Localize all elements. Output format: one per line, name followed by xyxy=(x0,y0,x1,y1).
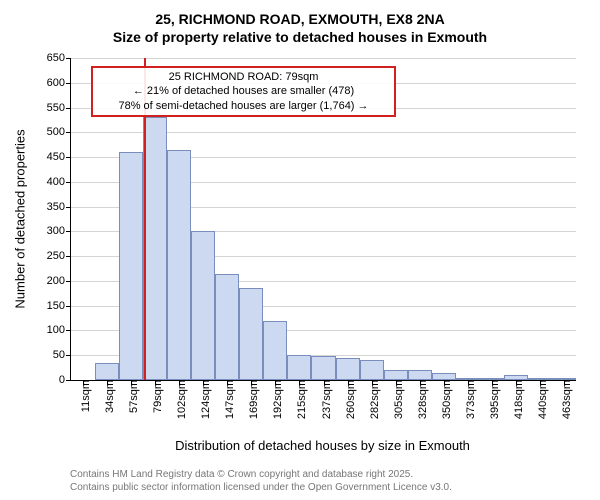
title-line2: Size of property relative to detached ho… xyxy=(0,28,600,46)
xtick-label: 418sqm xyxy=(507,380,525,419)
ytick-label: 650 xyxy=(47,52,71,64)
ytick-label: 100 xyxy=(47,324,71,336)
ytick-label: 550 xyxy=(47,102,71,114)
annotation-line: ← 21% of detached houses are smaller (47… xyxy=(101,84,386,98)
ytick-label: 450 xyxy=(47,151,71,163)
xtick-label: 57sqm xyxy=(122,380,140,413)
histogram-bar xyxy=(239,288,263,380)
xtick-label: 192sqm xyxy=(266,380,284,419)
xtick-label: 305sqm xyxy=(387,380,405,419)
chart-title: 25, RICHMOND ROAD, EXMOUTH, EX8 2NA Size… xyxy=(0,0,600,46)
xtick-label: 260sqm xyxy=(339,380,357,419)
histogram-bar xyxy=(215,274,239,381)
histogram-bar xyxy=(191,231,215,380)
histogram-bar xyxy=(408,370,432,380)
title-line1: 25, RICHMOND ROAD, EXMOUTH, EX8 2NA xyxy=(0,10,600,28)
histogram-bar xyxy=(384,370,408,380)
xtick-label: 215sqm xyxy=(290,380,308,419)
xtick-label: 282sqm xyxy=(363,380,381,419)
histogram-bar xyxy=(432,373,456,380)
histogram-bar xyxy=(143,117,167,380)
histogram-bar xyxy=(119,152,143,380)
histogram-bar xyxy=(167,150,191,380)
footer-credits: Contains HM Land Registry data © Crown c… xyxy=(70,468,452,494)
xtick-label: 102sqm xyxy=(170,380,188,419)
ytick-label: 50 xyxy=(53,349,71,361)
xtick-label: 395sqm xyxy=(483,380,501,419)
xtick-label: 463sqm xyxy=(555,380,573,419)
xtick-label: 169sqm xyxy=(242,380,260,419)
xtick-label: 440sqm xyxy=(531,380,549,419)
xtick-label: 328sqm xyxy=(411,380,429,419)
xtick-label: 350sqm xyxy=(435,380,453,419)
histogram-bar xyxy=(336,358,360,380)
annotation-box: 25 RICHMOND ROAD: 79sqm← 21% of detached… xyxy=(91,66,396,117)
xtick-label: 34sqm xyxy=(98,380,116,413)
ytick-label: 250 xyxy=(47,250,71,262)
ytick-label: 0 xyxy=(59,374,71,386)
histogram-bar xyxy=(311,356,335,380)
x-axis-label: Distribution of detached houses by size … xyxy=(175,438,470,453)
y-axis-label: Number of detached properties xyxy=(13,129,28,308)
annotation-line: 25 RICHMOND ROAD: 79sqm xyxy=(101,70,386,84)
xtick-label: 147sqm xyxy=(218,380,236,419)
ytick-label: 300 xyxy=(47,225,71,237)
xtick-label: 11sqm xyxy=(74,380,92,412)
xtick-label: 373sqm xyxy=(459,380,477,419)
footer-line1: Contains HM Land Registry data © Crown c… xyxy=(70,468,452,481)
xtick-label: 79sqm xyxy=(146,380,164,413)
plot-area: 0501001502002503003504004505005506006501… xyxy=(70,58,576,381)
ytick-label: 600 xyxy=(47,77,71,89)
histogram-bar xyxy=(360,360,384,380)
gridline xyxy=(71,58,576,59)
histogram-bar xyxy=(287,355,311,380)
ytick-label: 150 xyxy=(47,300,71,312)
ytick-label: 200 xyxy=(47,275,71,287)
footer-line2: Contains public sector information licen… xyxy=(70,481,452,494)
annotation-line: 78% of semi-detached houses are larger (… xyxy=(101,99,386,113)
ytick-label: 500 xyxy=(47,126,71,138)
xtick-label: 124sqm xyxy=(194,380,212,419)
ytick-label: 350 xyxy=(47,201,71,213)
histogram-bar xyxy=(95,363,119,380)
ytick-label: 400 xyxy=(47,176,71,188)
chart-container: 25, RICHMOND ROAD, EXMOUTH, EX8 2NA Size… xyxy=(0,0,600,500)
xtick-label: 237sqm xyxy=(315,380,333,419)
histogram-bar xyxy=(263,321,287,380)
